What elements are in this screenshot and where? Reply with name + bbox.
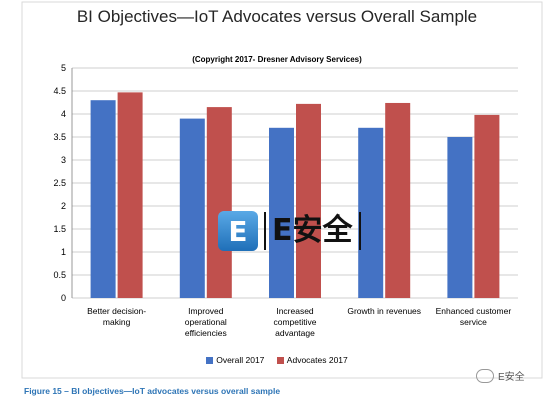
x-tick-label-line: Improved	[188, 306, 224, 316]
bar-overall	[447, 137, 473, 298]
bar-overall	[269, 127, 294, 298]
x-tick-label-line: Enhanced customer	[435, 306, 512, 316]
bars	[90, 92, 500, 299]
legend-label-overall: Overall 2017	[216, 355, 265, 365]
y-tick-label: 3	[61, 155, 66, 165]
watermark-logo-icon: E	[218, 211, 258, 251]
y-tick-label: 5	[61, 63, 66, 73]
y-tick-label: 0	[61, 293, 66, 303]
legend-swatch-overall	[206, 356, 214, 364]
watermark: E E安全	[218, 208, 383, 254]
x-tick-label-line: service	[459, 317, 487, 327]
y-tick-label: 4.5	[53, 86, 66, 96]
x-tick-label-line: advantage	[275, 328, 315, 338]
watermark-text: E安全	[264, 212, 361, 250]
x-tick-label-line: Increased	[276, 306, 314, 316]
figure-caption: Figure 15 – BI objectives—IoT advocates …	[24, 386, 281, 396]
y-tick-label: 1	[61, 247, 66, 257]
x-tick-label: Growth in revenues	[341, 306, 427, 317]
wechat-label: E安全	[498, 372, 525, 383]
legend-label-advocates: Advocates 2017	[286, 355, 348, 365]
bar-overall	[179, 118, 205, 298]
bar-advocates	[474, 114, 500, 298]
legend: Overall 2017 Advocates 2017	[0, 355, 554, 366]
y-tick-label: 3.5	[53, 132, 66, 142]
wechat-icon	[476, 368, 494, 383]
bar-advocates	[296, 103, 321, 298]
bar-advocates	[206, 107, 232, 298]
legend-item-overall: Overall 2017	[206, 355, 264, 365]
x-tick-label: Better decision-making	[74, 306, 160, 328]
wechat-account: E安全	[476, 368, 525, 383]
bar-advocates	[117, 92, 143, 298]
x-tick-label-line: competitive	[273, 317, 317, 327]
bar-advocates	[385, 102, 411, 299]
gridlines	[21, 1, 543, 379]
x-tick-label-line: efficiencies	[184, 328, 227, 338]
y-axis: 0 0.5 1 1.5 2 2.5 3 3.5 4 4.5 5	[53, 63, 73, 303]
x-tick-label-line: Growth in revenues	[347, 306, 422, 316]
bar-overall	[358, 127, 384, 298]
x-tick-label-line: Better decision-	[87, 306, 147, 316]
chart-subtitle: (Copyright 2017- Dresner Advisory Servic…	[192, 55, 362, 64]
y-tick-label: 1.5	[53, 224, 66, 234]
legend-swatch-advocates	[276, 356, 284, 364]
bar-overall	[90, 100, 116, 298]
chart-border	[21, 1, 543, 379]
y-tick-label: 2	[61, 201, 66, 211]
x-tick-label: Enhanced customer service	[430, 306, 516, 328]
chart-title: BI Objectives—IoT Advocates versus Overa…	[76, 7, 478, 26]
x-tick-label: Increased competitive advantage	[252, 306, 338, 339]
x-tick-label: Improved operational efficiencies	[163, 306, 249, 339]
legend-item-advocates: Advocates 2017	[276, 355, 348, 365]
y-tick-label: 4	[61, 109, 66, 119]
y-tick-label: 0.5	[53, 270, 66, 280]
x-tick-label-line: operational	[184, 317, 227, 327]
x-tick-label-line: making	[102, 317, 131, 327]
y-tick-label: 2.5	[53, 178, 66, 188]
